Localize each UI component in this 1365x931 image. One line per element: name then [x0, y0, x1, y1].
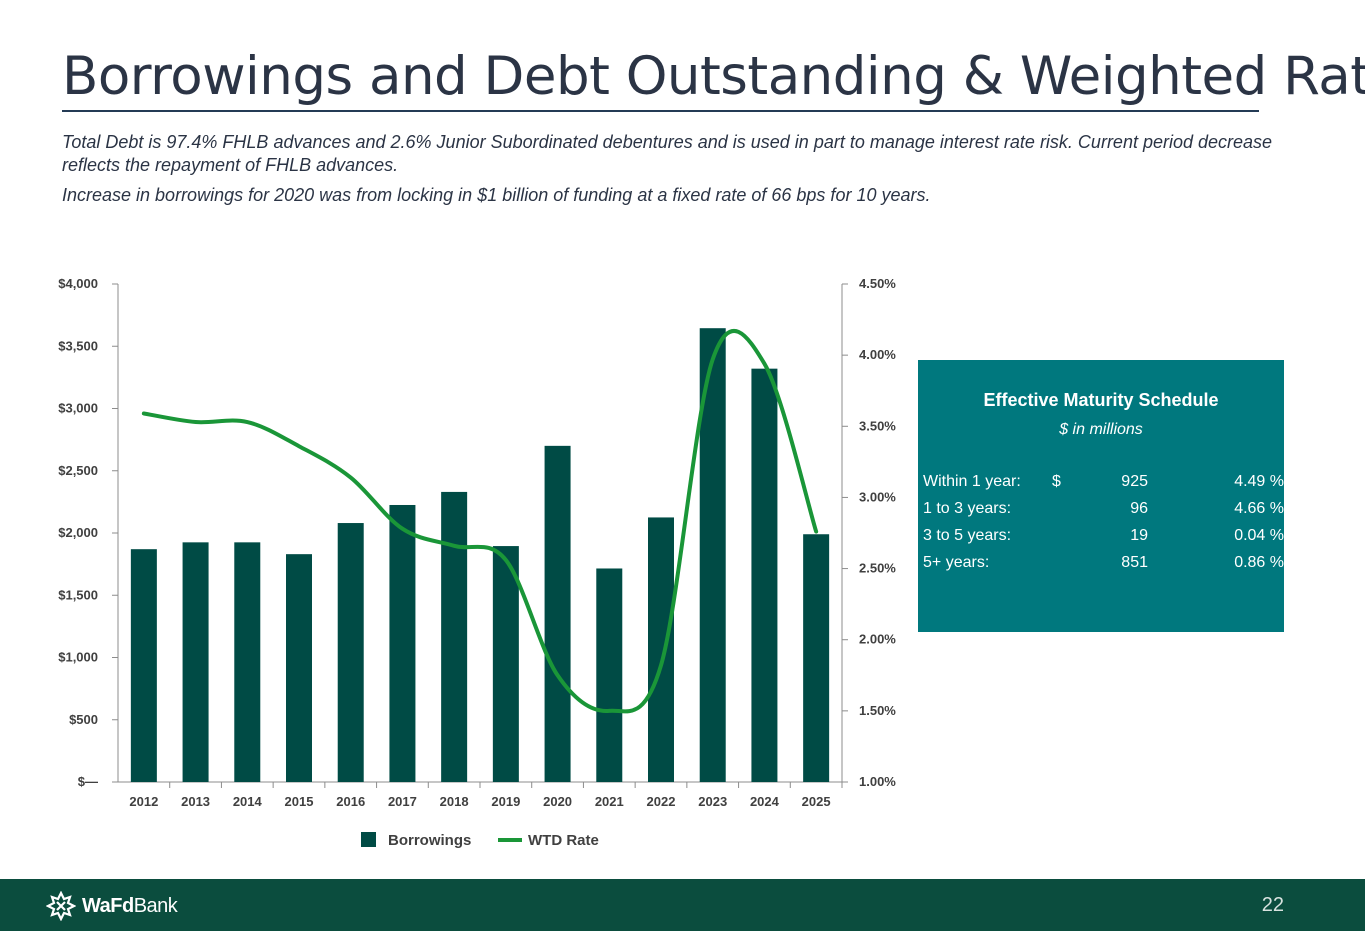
x-tick-label: 2024 — [750, 794, 780, 809]
logo-text: WaFdBank — [82, 894, 178, 918]
maturity-title: Effective Maturity Schedule — [983, 390, 1219, 410]
y-right-tick-label: 3.00% — [859, 489, 896, 504]
y-left-tick-label: $3,500 — [58, 338, 98, 353]
x-tick-label: 2021 — [595, 794, 624, 809]
y-right-tick-label: 3.50% — [859, 418, 896, 433]
y-left-tick-label: $3,000 — [58, 401, 98, 416]
y-right-tick-label: 4.00% — [859, 347, 896, 362]
logo-bank: Bank — [133, 894, 178, 917]
y-left-tick-label: $2,000 — [58, 525, 98, 540]
x-tick-label: 2019 — [491, 794, 520, 809]
maturity-amount: 851 — [1121, 554, 1148, 571]
y-right-tick-label: 2.50% — [859, 561, 896, 576]
borrowings-bar — [286, 554, 312, 782]
maturity-currency: $ — [1052, 473, 1061, 490]
x-tick-label: 2013 — [181, 794, 210, 809]
logo-wafd: WaFd — [82, 894, 134, 917]
x-tick-label: 2020 — [543, 794, 572, 809]
wtd-rate-line — [141, 329, 819, 714]
maturity-period: Within 1 year: — [923, 473, 1021, 490]
x-tick-label: 2014 — [233, 794, 263, 809]
subtitle-2020-increase: Increase in borrowings for 2020 was from… — [62, 185, 931, 205]
maturity-row: 1 to 3 years: 96 4.66 % — [918, 500, 1284, 524]
borrowings-bar — [182, 542, 209, 782]
x-tick-label: 2022 — [647, 794, 676, 809]
maturity-period: 1 to 3 years: — [923, 500, 1012, 517]
subtitle-debt-composition: Total Debt is 97.4% FHLB advances and 2.… — [62, 132, 1273, 175]
borrowings-bar — [596, 568, 623, 782]
x-tick-label: 2025 — [802, 794, 831, 809]
page-title: Borrowings and Debt Outstanding & Weight… — [62, 46, 1365, 107]
maturity-row: 5+ years: 851 0.86 % — [918, 554, 1284, 578]
borrowings-bar — [234, 542, 261, 782]
borrowings-bar — [492, 546, 519, 782]
maturity-amount: 96 — [1130, 500, 1148, 517]
borrowings-bar — [803, 534, 830, 782]
maturity-rate: 4.49 % — [1234, 473, 1284, 490]
title-divider — [62, 110, 1259, 112]
y-right-tick-label: 2.00% — [859, 632, 896, 647]
page-number: 22 — [1261, 894, 1284, 916]
borrowings-bar — [441, 491, 468, 782]
x-tick-label: 2012 — [129, 794, 158, 809]
legend-borrowings-label: Borrowings — [388, 832, 471, 849]
maturity-period: 5+ years: — [923, 554, 990, 571]
y-right-tick-label: 1.50% — [859, 703, 896, 718]
maturity-rate: 0.86 % — [1234, 554, 1284, 571]
borrowings-bar — [751, 368, 778, 782]
maturity-amount: 19 — [1130, 527, 1148, 544]
x-tick-label: 2015 — [285, 794, 314, 809]
borrowings-bar — [544, 445, 571, 782]
legend-borrowings-swatch — [361, 832, 376, 847]
wafd-leaf-icon — [46, 891, 76, 921]
x-tick-label: 2016 — [336, 794, 365, 809]
maturity-schedule-box: Effective Maturity Schedule $ in million… — [918, 360, 1284, 632]
maturity-rate: 4.66 % — [1234, 500, 1284, 517]
borrowings-bar — [648, 517, 674, 782]
x-tick-label: 2017 — [388, 794, 417, 809]
borrowings-bar — [337, 523, 364, 782]
borrowings-bar — [389, 504, 416, 782]
y-right-tick-label: 1.00% — [859, 774, 896, 789]
y-right-tick-label: 4.50% — [859, 276, 896, 291]
y-left-tick-label: $500 — [69, 712, 98, 727]
y-left-tick-label: $4,000 — [58, 276, 98, 291]
y-left-tick-label: $1,000 — [58, 650, 98, 665]
maturity-row: 3 to 5 years: 19 0.04 % — [918, 527, 1284, 551]
maturity-amount: 925 — [1121, 473, 1148, 490]
y-left-tick-label: $2,500 — [58, 463, 98, 478]
y-left-tick-label: $1,500 — [58, 587, 98, 602]
borrowings-bar — [130, 549, 157, 782]
maturity-period: 3 to 5 years: — [923, 527, 1012, 544]
wafd-bank-logo[interactable]: WaFdBank — [46, 891, 178, 921]
x-tick-label: 2023 — [698, 794, 727, 809]
x-tick-label: 2018 — [440, 794, 469, 809]
maturity-subtitle: $ in millions — [1059, 421, 1143, 438]
maturity-rate: 0.04 % — [1234, 527, 1284, 544]
borrowings-rate-chart: $— $500 $1,000 $1,500 $2,000 $2,500 $3,000 $3,5… — [58, 276, 896, 849]
legend-wtd-rate-label: WTD Rate — [528, 832, 599, 849]
y-left-tick-label: $— — [78, 774, 98, 789]
footer-bar: WaFdBank 22 — [0, 879, 1365, 931]
maturity-row: Within 1 year: $ 925 4.49 % — [918, 473, 1284, 497]
